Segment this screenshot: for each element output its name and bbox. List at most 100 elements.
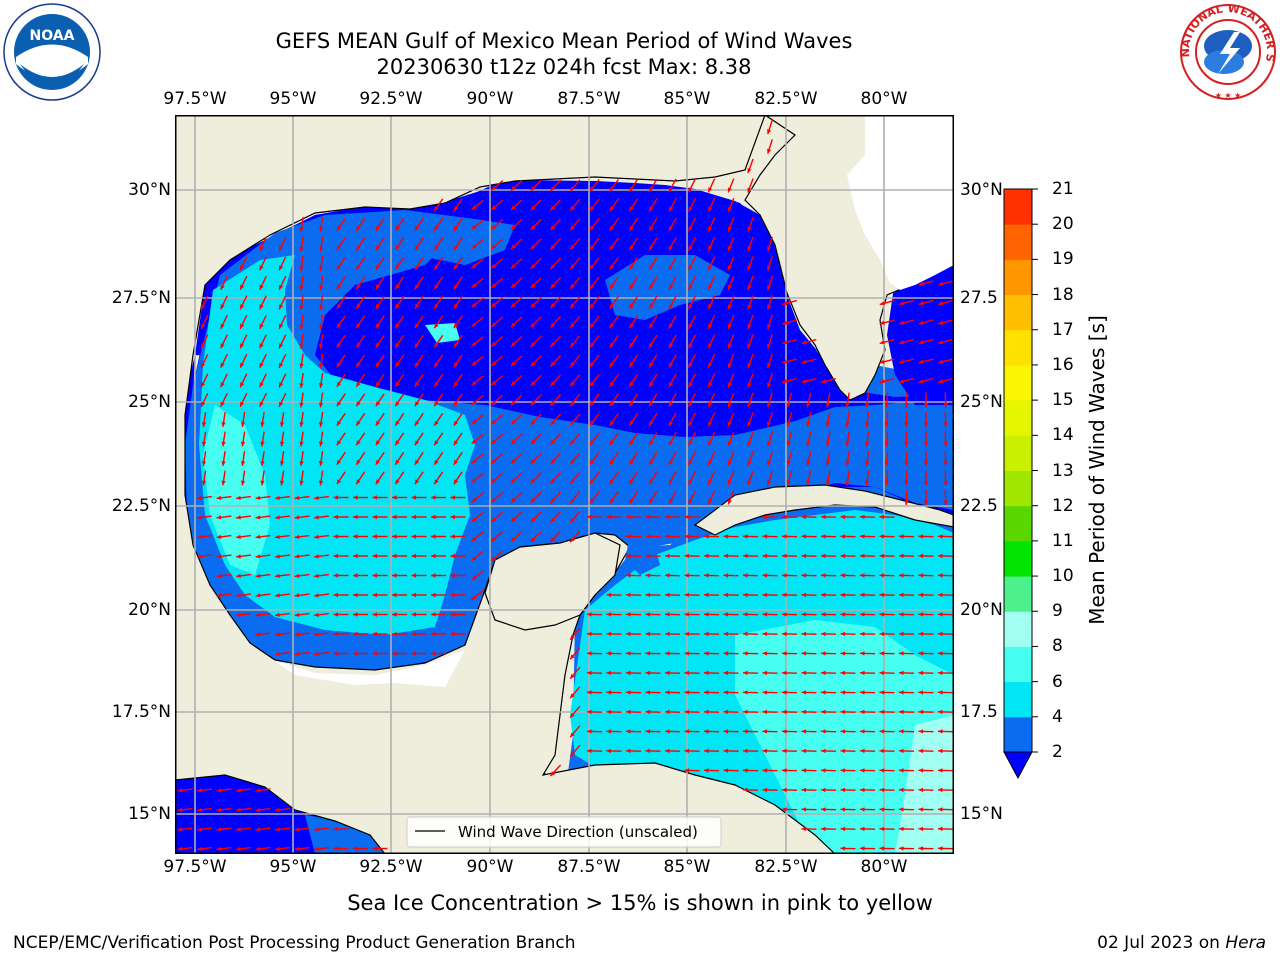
wave-arrow-head — [434, 303, 439, 309]
legend-label: Wind Wave Direction (unscaled) — [458, 823, 698, 841]
wave-arrow-head — [353, 846, 358, 851]
wave-arrow-head — [923, 403, 929, 408]
wave-arrow-head — [279, 245, 284, 251]
wave-arrow-head — [629, 186, 634, 192]
wave-arrow-head — [782, 534, 787, 539]
wave-arrow-head — [879, 690, 885, 695]
wave-arrow-head — [255, 846, 261, 851]
wave-arrow-head — [923, 422, 929, 427]
wave-arrow-head — [860, 787, 865, 793]
lat-label-left: 17.5°N — [111, 702, 171, 722]
wave-arrow-head — [904, 441, 909, 447]
wave-arrow-head — [918, 631, 924, 637]
wave-arrow-head — [491, 536, 497, 542]
wave-arrow-head — [938, 748, 943, 754]
wave-arrow-head — [860, 592, 865, 598]
wave-arrow-head — [314, 515, 319, 520]
lat-label-left: 30°N — [128, 180, 171, 200]
wave-arrow-head — [782, 690, 787, 695]
wave-arrow-head — [414, 381, 420, 387]
wave-arrow-head — [275, 846, 280, 851]
wave-arrow-head — [747, 363, 752, 368]
wave-arrow-head — [318, 383, 324, 388]
wave-arrow-head — [801, 553, 807, 559]
wave-arrow-head — [668, 362, 673, 368]
wave-arrow-head — [279, 323, 284, 329]
wave-arrow-head — [530, 459, 536, 464]
wave-arrow-head — [684, 651, 690, 656]
wave-arrow-head — [236, 827, 241, 832]
wave-arrow-head — [904, 500, 909, 505]
wave-arrow-head — [629, 225, 634, 231]
wave-arrow-head — [236, 593, 241, 598]
wave-arrow-head — [668, 206, 673, 212]
wave-arrow-head — [453, 225, 459, 231]
wave-arrow-head — [511, 400, 516, 406]
wave-arrow-head — [938, 709, 943, 715]
wave-arrow-head — [375, 323, 381, 329]
colorbar-segment — [1004, 294, 1032, 331]
wave-arrow-head — [434, 284, 439, 290]
wave-arrow-head — [821, 592, 826, 598]
wave-arrow-head — [434, 206, 439, 212]
wave-arrow-head — [629, 459, 634, 465]
wave-arrow-head — [550, 439, 556, 445]
wave-arrow-head — [723, 553, 729, 559]
wave-arrow-head — [299, 324, 304, 330]
wave-arrow-head — [550, 264, 556, 269]
wave-arrow-head — [570, 205, 575, 211]
wave-arrow-head — [649, 440, 654, 446]
wave-arrow-head — [879, 553, 885, 559]
wave-arrow-head — [762, 709, 768, 715]
wave-arrow-head — [216, 846, 222, 851]
wave-arrow-head — [845, 441, 850, 447]
wave-arrow-head — [708, 187, 713, 193]
wave-arrow-head — [570, 225, 575, 231]
wave-arrow-head — [240, 480, 246, 486]
wave-arrow-head — [609, 264, 614, 270]
wave-arrow-head — [220, 362, 225, 368]
wave-arrow-head — [801, 690, 807, 695]
colorbar-tick-label: 17 — [1052, 319, 1074, 340]
wave-arrow-head — [299, 266, 304, 271]
wave-arrow-head — [708, 343, 713, 349]
wave-arrow-head — [491, 283, 497, 288]
wave-arrow-head — [177, 788, 183, 793]
wave-arrow-head — [299, 246, 304, 252]
wave-arrow-head — [899, 340, 905, 345]
wave-arrow-head — [727, 187, 732, 193]
wave-arrow-head — [688, 323, 693, 329]
wave-arrow-head — [279, 343, 284, 349]
wave-arrow-head — [434, 342, 439, 348]
wave-arrow-head — [434, 420, 439, 426]
wave-arrow-head — [333, 612, 338, 617]
wave-arrow-head — [471, 263, 477, 269]
wave-arrow-head — [314, 573, 319, 578]
wave-arrow-head — [860, 768, 865, 773]
wave-arrow-head — [216, 495, 222, 500]
wave-arrow-head — [904, 461, 909, 466]
wave-arrow-head — [840, 631, 846, 637]
wave-arrow-head — [450, 514, 455, 520]
wave-arrow-head — [899, 651, 904, 656]
wave-8-9s-caribbean — [895, 715, 954, 854]
wave-arrow-head — [275, 495, 280, 500]
wave-arrow-head — [684, 573, 690, 578]
wave-arrow-head — [550, 342, 556, 347]
wave-arrow-head — [782, 379, 788, 384]
wave-arrow-head — [840, 592, 846, 598]
wave-arrow-head — [688, 245, 693, 251]
wave-arrow-head — [275, 554, 280, 559]
wave-arrow-head — [723, 768, 729, 773]
wave-arrow-head — [840, 534, 846, 539]
wave-arrow-head — [294, 554, 300, 559]
wave-arrow-head — [589, 498, 595, 504]
wave-arrow-head — [318, 227, 324, 232]
wave-arrow-head — [240, 422, 246, 427]
wave-arrow-head — [353, 534, 358, 539]
wave-arrow-head — [665, 651, 670, 656]
wave-arrow-head — [767, 246, 772, 252]
wave-arrow-head — [879, 631, 885, 637]
wave-arrow-head — [649, 498, 654, 504]
wave-arrow-head — [491, 419, 497, 425]
